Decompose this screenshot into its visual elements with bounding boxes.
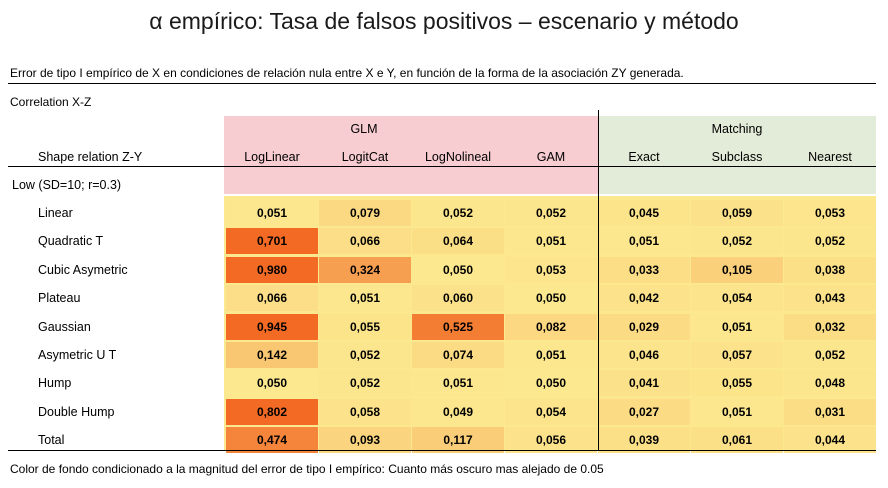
group-separator (598, 110, 599, 450)
table-cell: 0,054 (691, 285, 783, 312)
table-cell: 0,082 (505, 313, 597, 340)
table-cell: 0,044 (784, 427, 876, 454)
glm-header-background (224, 116, 598, 194)
table-cell: 0,051 (319, 285, 411, 312)
table-cell: 0,055 (691, 370, 783, 397)
table-cell: 0,049 (412, 398, 504, 425)
row-label: Hump (38, 376, 72, 391)
table-cell: 0,802 (226, 398, 318, 425)
table-cell: 0,042 (598, 285, 690, 312)
table-cell: 0,052 (784, 228, 876, 255)
table-cell: 0,105 (691, 256, 783, 283)
table-cell: 0,056 (505, 427, 597, 454)
table-bottom-rule (8, 450, 876, 451)
table-cell: 0,052 (505, 200, 597, 226)
table-cell: 0,053 (505, 256, 597, 283)
table-cell: 0,033 (598, 256, 690, 283)
table-cell: 0,093 (319, 427, 411, 454)
row-label: Cubic Asymetric (38, 262, 128, 277)
table-cell: 0,050 (226, 370, 318, 397)
table-cell: 0,079 (319, 200, 411, 226)
table-cell: 0,052 (784, 342, 876, 368)
column-header-loglinear: LogLinear (244, 150, 300, 164)
table-cell: 0,031 (784, 398, 876, 425)
row-label: Plateau (38, 291, 81, 306)
row-label: Linear (38, 206, 73, 220)
subtitle-divider (8, 83, 876, 84)
column-header-lognolineal: LogNolineal (424, 150, 492, 164)
table-cell: 0,057 (691, 342, 783, 368)
shape-relation-header: Shape relation Z-Y (38, 150, 143, 164)
group-row-label: Low (SD=10; r=0.3) (12, 178, 122, 192)
table-cell: 0,051 (226, 200, 318, 226)
table-cell: 0,046 (598, 342, 690, 368)
table-cell: 0,980 (226, 256, 318, 283)
table-cell: 0,050 (505, 370, 597, 397)
header-divider (8, 166, 876, 167)
table-cell: 0,474 (226, 427, 318, 454)
table-cell: 0,142 (226, 342, 318, 368)
table-cell: 0,050 (505, 285, 597, 312)
table-cell: 0,051 (691, 313, 783, 340)
row-label: Asymetric U T (38, 348, 117, 362)
correlation-label: Correlation X-Z (10, 95, 92, 109)
table-cell: 0,050 (412, 256, 504, 283)
table-cell: 0,053 (784, 200, 876, 226)
table-cell: 0,052 (691, 228, 783, 255)
row-label: Quadratic T (38, 234, 104, 249)
table-cell: 0,060 (412, 285, 504, 312)
table-cell: 0,041 (598, 370, 690, 397)
matching-group-header: Matching (711, 122, 763, 136)
table-cell: 0,048 (784, 370, 876, 397)
table-cell: 0,059 (691, 200, 783, 226)
table-cell: 0,051 (598, 228, 690, 255)
table-cell: 0,027 (598, 398, 690, 425)
table-cell: 0,066 (226, 285, 318, 312)
table-cell: 0,038 (784, 256, 876, 283)
table-cell: 0,029 (598, 313, 690, 340)
column-header-exact: Exact (628, 150, 660, 164)
table-cell: 0,061 (691, 427, 783, 454)
page-title: α empírico: Tasa de falsos positivos – e… (149, 8, 739, 34)
table-cell: 0,054 (505, 398, 597, 425)
table-cell: 0,324 (319, 256, 411, 283)
table-cell: 0,051 (412, 370, 504, 397)
column-header-logitcat: LogitCat (341, 150, 389, 164)
table-cell: 0,043 (784, 285, 876, 312)
table-cell: 0,066 (319, 228, 411, 255)
table-cell: 0,051 (691, 398, 783, 425)
matching-header-background (598, 116, 876, 194)
table-cell: 0,051 (505, 228, 597, 255)
column-header-subclass: Subclass (711, 150, 763, 164)
table-cell: 0,074 (412, 342, 504, 368)
row-label: Total (38, 433, 65, 448)
table-cell: 0,064 (412, 228, 504, 255)
table-cell: 0,058 (319, 398, 411, 425)
table-cell: 0,055 (319, 313, 411, 340)
table-cell: 0,032 (784, 313, 876, 340)
table-cell: 0,945 (226, 313, 318, 340)
table-cell: 0,039 (598, 427, 690, 454)
table-cell: 0,051 (505, 342, 597, 368)
column-header-gam: GAM (536, 150, 566, 164)
table-cell: 0,052 (319, 370, 411, 397)
table-cell: 0,701 (226, 228, 318, 255)
table-cell: 0,052 (412, 200, 504, 226)
table-cell: 0,117 (412, 427, 504, 454)
glm-group-header: GLM (350, 122, 378, 136)
table-cell: 0,045 (598, 200, 690, 226)
row-label: Double Hump (38, 404, 115, 419)
row-label: Gaussian (38, 319, 91, 334)
table-subtitle: Error de tipo I empírico de X en condici… (10, 66, 684, 80)
table-cell: 0,052 (319, 342, 411, 368)
footer-note: Color de fondo condicionado a la magnitu… (10, 462, 604, 476)
table-cell: 0,525 (412, 313, 504, 340)
column-header-nearest: Nearest (808, 150, 852, 164)
